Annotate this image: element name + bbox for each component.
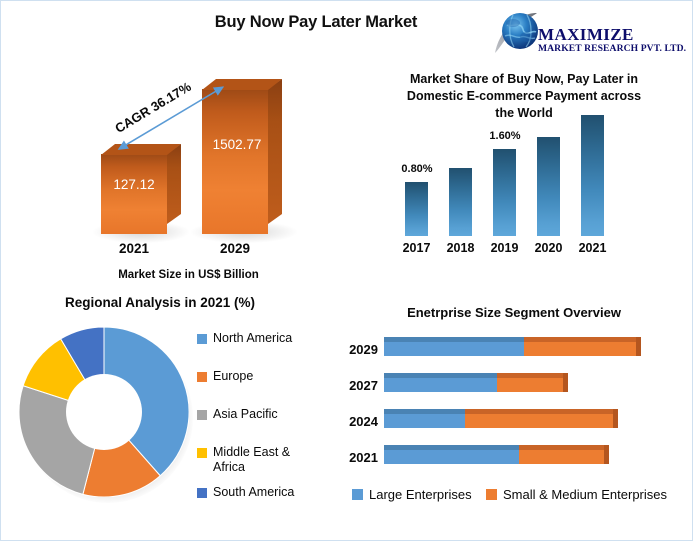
logo-wordmark: MAXIMIZE MARKET RESEARCH PVT. LTD. [538,26,688,55]
enterprise-bar-2027-sme [497,373,568,392]
enterprise-category-2021: 2021 [349,450,378,465]
column-value-2019: 1.60% [489,130,521,142]
enterprise-bar-2024-sme [465,409,618,428]
bar-2021-side [167,144,181,224]
legend-label-europe: Europe [213,369,254,383]
column-2021 [581,115,604,236]
enterprise-category-2024: 2024 [349,414,378,429]
donut-slice [103,327,189,477]
enterprise-bar-2027-large [384,373,497,392]
cagr-annotation: CAGR 36.17% [112,78,194,136]
legend-swatch-asia-pacific [197,410,207,420]
legend-label-asia-pacific: Asia Pacific [213,407,278,421]
bar-2021-face [101,154,167,234]
enterprise-bar-2021-large [384,445,519,464]
legend-item-north-america[interactable]: North America [197,331,292,346]
category-label-2029: 2029 [219,241,251,256]
enterprise-size-chart: Enetrprise Size Segment Overview 2029 20… [334,301,690,537]
enterprise-bar-2029-large [384,337,524,356]
legend-label-north-america: North America [213,331,293,345]
donut-svg [19,327,189,497]
legend-item-europe[interactable]: Europe [197,369,253,384]
market-share-title-line-1: Market Share of Buy Now, Pay Later in [409,72,639,86]
globe-icon [495,13,538,53]
column-category-2019: 2019 [490,241,519,255]
market-share-title-line-2: Domestic E-commerce Payment across [406,89,642,103]
column-category-2020: 2020 [534,241,563,255]
column-2018 [449,168,472,236]
enterprise-category-2029: 2029 [349,342,378,357]
legend-swatch-north-america [197,334,207,344]
legend-item-middle-east-africa[interactable]: Middle East & Africa [197,445,302,475]
donut-chart [19,327,193,503]
regional-analysis-title: Regional Analysis in 2021 (%) [64,295,256,310]
enterprise-legend-swatch-large [352,489,363,500]
market-share-chart: Market Share of Buy Now, Pay Later in Do… [361,67,687,267]
legend-label-middle-east-africa: Middle East & Africa [213,445,291,474]
logo-line-1: MAXIMIZE [538,25,634,44]
bar-2029-side [268,79,282,224]
market-size-chart: 127.12 1502.77 CAGR 36.17% 2021 2029 Mar… [41,69,331,281]
column-value-2017: 0.80% [401,163,433,175]
legend-item-south-america[interactable]: South America [197,485,294,500]
company-logo: MAXIMIZE MARKET RESEARCH PVT. LTD. [493,9,688,61]
column-category-2017: 2017 [402,241,431,255]
market-share-title: Market Share of Buy Now, Pay Later in Do… [369,71,679,122]
enterprise-bar-2029-sme [524,337,641,356]
enterprise-legend-label-large: Large Enterprises [369,487,472,502]
enterprise-legend-label-sme: Small & Medium Enterprises [503,487,667,502]
bar-value-2029: 1502.77 [212,137,262,152]
logo-line-2: MARKET RESEARCH PVT. LTD. [538,43,687,54]
page-title: Buy Now Pay Later Market [214,13,418,31]
legend-swatch-middle-east-africa [197,448,207,458]
regional-analysis-chart: Regional Analysis in 2021 (%) North Amer… [11,289,336,537]
bar-value-2021: 127.12 [113,177,155,192]
column-2019 [493,149,516,236]
legend-swatch-europe [197,372,207,382]
column-2020 [537,137,560,236]
market-share-title-line-3: the World [495,106,553,120]
enterprise-legend-large[interactable]: Large Enterprises [352,487,472,502]
enterprise-legend-sme[interactable]: Small & Medium Enterprises [486,487,667,502]
enterprise-bar-2024-large [384,409,465,428]
bar-2021-top [101,144,181,155]
bar-2029 [202,79,268,234]
bar-2029-top [202,79,282,90]
market-size-axis-caption: Market Size in US$ Billion [118,269,259,281]
bar-2029-face [202,89,268,234]
column-2017 [405,182,428,236]
column-category-2018: 2018 [446,241,475,255]
enterprise-legend-swatch-sme [486,489,497,500]
legend-swatch-south-america [197,488,207,498]
column-category-2021: 2021 [578,241,607,255]
legend-label-south-america: South America [213,485,295,499]
legend-item-asia-pacific[interactable]: Asia Pacific [197,407,278,422]
enterprise-bar-2021-sme [519,445,609,464]
enterprise-category-2027: 2027 [349,378,378,393]
category-label-2021: 2021 [118,241,150,256]
enterprise-size-title: Enetrprise Size Segment Overview [407,305,621,320]
